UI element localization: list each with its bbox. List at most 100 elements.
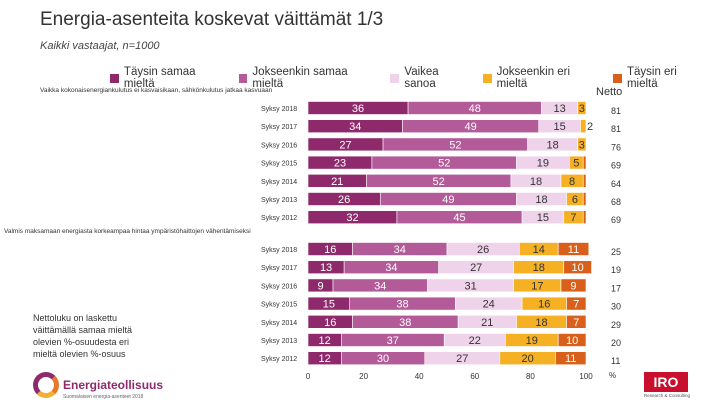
netto-value: 29	[611, 320, 621, 330]
data-label: 5	[573, 158, 579, 170]
data-label: 16	[538, 299, 550, 311]
data-label: 9	[570, 280, 576, 292]
data-label: 52	[433, 176, 445, 188]
data-label: 14	[533, 244, 545, 256]
logo-caption: Suomalaisen energia-asenteet 2018	[63, 394, 144, 400]
bar-segment	[555, 351, 587, 366]
bar-segment	[582, 210, 587, 224]
iro-mark: IRO	[644, 372, 688, 392]
netto-note: Nettoluku on laskettu väittämällä samaa …	[33, 313, 133, 359]
data-label: 52	[438, 158, 450, 170]
data-label: 11	[565, 353, 576, 365]
bar-segment	[580, 119, 587, 133]
legend-item: Jokseenkin samaa mieltä	[238, 66, 381, 90]
data-label: 9	[317, 280, 323, 292]
data-label: 18	[547, 139, 559, 151]
data-label: 16	[324, 317, 336, 329]
row-label: Syksy 2018	[261, 106, 297, 113]
legend-swatch	[238, 73, 248, 83]
data-label: 16	[324, 244, 336, 256]
bar-segment	[577, 137, 587, 152]
data-label: 34	[385, 262, 397, 274]
legend-swatch	[110, 73, 119, 83]
data-label: 52	[449, 139, 461, 151]
data-label: 12	[319, 353, 331, 365]
x-tick-label: 100	[579, 372, 593, 381]
row-label: Syksy 2012	[261, 215, 297, 222]
bar-segment	[557, 333, 587, 347]
data-label: 19	[526, 335, 538, 347]
legend-item: Jokseenkin eri mieltä	[482, 66, 603, 90]
x-tick-label: 60	[470, 372, 479, 381]
legend-label: Täysin samaa mieltä	[123, 66, 196, 90]
data-label: 26	[477, 244, 489, 256]
question-1: Vaikka kokonaisenergiankulutus ei kasvai…	[40, 87, 273, 94]
netto-value: 76	[611, 142, 621, 152]
row-label: Syksy 2013	[261, 197, 297, 204]
netto-header: Netto	[596, 86, 623, 98]
data-label: 48	[469, 103, 481, 115]
bar-segment	[557, 242, 590, 256]
data-label: 12	[319, 335, 331, 347]
row-label: Syksy 2012	[261, 356, 297, 363]
x-tick-label: 40	[415, 372, 424, 381]
data-label: 6	[572, 194, 578, 206]
netto-value: 30	[611, 302, 621, 312]
bar-segment	[566, 314, 587, 329]
data-label: 45	[453, 212, 465, 224]
iro-tagline: Research & Consulting	[644, 393, 691, 398]
data-label: 34	[394, 244, 406, 256]
data-label: 34	[374, 280, 386, 292]
row-label: Syksy 2015	[261, 161, 297, 168]
data-label: 3	[579, 139, 585, 151]
netto-value: 64	[611, 179, 621, 189]
data-label: 23	[334, 158, 346, 170]
legend-item: Vaikea sanoa	[390, 66, 472, 90]
data-label: 21	[481, 317, 493, 329]
row-label: Syksy 2018	[261, 247, 297, 254]
data-label: 38	[396, 299, 408, 311]
row-label: Syksy 2017	[261, 265, 297, 272]
legend-swatch	[613, 73, 622, 83]
data-label: 37	[387, 335, 399, 347]
data-label: 49	[465, 121, 477, 133]
data-label: 36	[352, 103, 364, 115]
data-label: 10	[572, 262, 584, 274]
bar-segment	[563, 260, 592, 275]
netto-value: 81	[611, 106, 621, 116]
legend-item: Täysin samaa mieltä	[110, 66, 229, 90]
data-label: 38	[399, 317, 411, 329]
data-label: 15	[537, 212, 549, 224]
data-label: 11	[568, 244, 579, 256]
netto-value: 19	[611, 265, 621, 275]
data-label: 2	[587, 121, 593, 133]
data-label: 27	[470, 262, 482, 274]
data-label: 34	[349, 121, 361, 133]
data-label: 15	[323, 299, 335, 311]
data-label: 10	[566, 335, 578, 347]
bar-segment	[577, 101, 587, 115]
data-label: 7	[570, 212, 576, 224]
row-label: Syksy 2014	[261, 320, 297, 327]
netto-value: 11	[611, 356, 620, 366]
data-label: 24	[483, 299, 495, 311]
page-title: Energia-asenteita koskevat väittämät 1/3	[40, 9, 384, 30]
data-label: 18	[535, 317, 547, 329]
legend-label: Vaikea sanoa	[404, 66, 439, 90]
bar-segment	[582, 155, 587, 170]
bar-segment	[560, 278, 587, 293]
netto-value: 81	[611, 124, 621, 134]
legend-label: Täysin eri mieltä	[626, 66, 677, 90]
data-label: 15	[553, 121, 565, 133]
netto-value: 68	[611, 197, 621, 207]
data-label: 17	[531, 280, 543, 292]
data-label: 18	[535, 194, 547, 206]
row-label: Syksy 2016	[261, 142, 297, 149]
data-label: 26	[338, 194, 350, 206]
data-label: 18	[533, 262, 545, 274]
data-label: 27	[339, 139, 351, 151]
row-label: Syksy 2016	[261, 283, 297, 290]
netto-value: 17	[611, 283, 621, 293]
page-subtitle: Kaikki vastaajat, n=1000	[40, 40, 160, 52]
